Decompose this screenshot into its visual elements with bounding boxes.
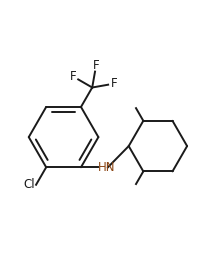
Text: F: F [111,77,118,90]
Text: HN: HN [98,161,116,174]
Text: F: F [69,70,76,83]
Text: F: F [93,59,99,72]
Text: Cl: Cl [23,178,35,191]
